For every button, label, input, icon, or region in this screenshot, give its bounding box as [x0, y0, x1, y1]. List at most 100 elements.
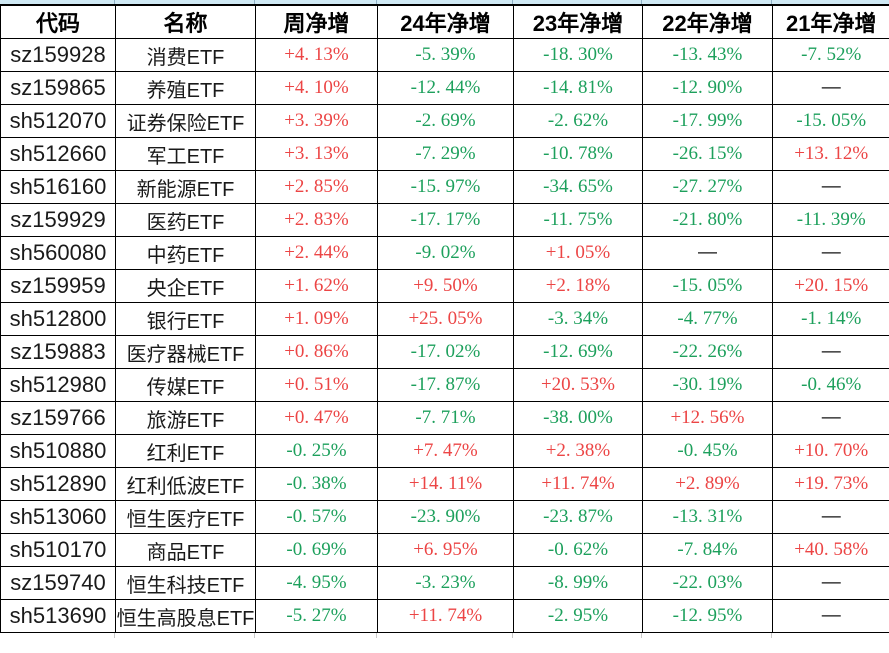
- gridline-segment: [115, 633, 255, 638]
- name-cell: 商品ETF: [115, 533, 256, 567]
- gridline-segment: [377, 0, 513, 4]
- code-cell: sz159865: [0, 71, 116, 105]
- name-cell: 银行ETF: [115, 302, 256, 336]
- y22-value-cell: -12. 95%: [642, 599, 773, 633]
- week-value-cell: -4. 95%: [255, 566, 378, 600]
- code-cell: sh512890: [0, 467, 116, 501]
- name-cell: 传媒ETF: [115, 368, 256, 402]
- week-value-cell: -0. 25%: [255, 434, 378, 468]
- code-cell: sh512660: [0, 137, 116, 171]
- table-row: sz159959 央企ETF +1. 62% +9. 50% +2. 18% -…: [0, 269, 889, 303]
- y23-value-cell: -18. 30%: [513, 38, 643, 72]
- y22-value-cell: -30. 19%: [642, 368, 773, 402]
- y21-value-cell: +10. 70%: [772, 434, 889, 468]
- table-row: sh516160 新能源ETF +2. 85% -15. 97% -34. 65…: [0, 170, 889, 204]
- etf-table: 代码 名称 周净增 24年净增 23年净增 22年净增 21年净增 sz1599…: [0, 4, 889, 633]
- y21-value-cell: —: [772, 236, 889, 270]
- y21-value-cell: +20. 15%: [772, 269, 889, 303]
- y22-value-cell: -13. 31%: [642, 500, 773, 534]
- y23-value-cell: -3. 34%: [513, 302, 643, 336]
- y23-value-cell: +1. 05%: [513, 236, 643, 270]
- y24-value-cell: -5. 39%: [377, 38, 514, 72]
- gridline-segment: [0, 0, 115, 4]
- column-header-code: 代码: [0, 4, 116, 39]
- gridline-segment: [772, 633, 889, 638]
- week-value-cell: +1. 62%: [255, 269, 378, 303]
- y22-value-cell: -12. 90%: [642, 71, 773, 105]
- name-cell: 旅游ETF: [115, 401, 256, 435]
- week-value-cell: +2. 85%: [255, 170, 378, 204]
- y23-value-cell: +20. 53%: [513, 368, 643, 402]
- etf-table-body: sz159928 消费ETF +4. 13% -5. 39% -18. 30% …: [0, 38, 889, 633]
- y23-value-cell: +11. 74%: [513, 467, 643, 501]
- y21-value-cell: -11. 39%: [772, 203, 889, 237]
- gridline-segment: [772, 0, 889, 4]
- week-value-cell: +2. 44%: [255, 236, 378, 270]
- bottom-gridline-strip: [0, 633, 889, 638]
- code-cell: sh510170: [0, 533, 116, 567]
- code-cell: sh516160: [0, 170, 116, 204]
- name-cell: 消费ETF: [115, 38, 256, 72]
- week-value-cell: +0. 51%: [255, 368, 378, 402]
- name-cell: 红利低波ETF: [115, 467, 256, 501]
- week-value-cell: +0. 86%: [255, 335, 378, 369]
- y24-value-cell: -2. 69%: [377, 104, 514, 138]
- table-row: sz159740 恒生科技ETF -4. 95% -3. 23% -8. 99%…: [0, 566, 889, 600]
- code-cell: sz159928: [0, 38, 116, 72]
- y22-value-cell: -13. 43%: [642, 38, 773, 72]
- name-cell: 医疗器械ETF: [115, 335, 256, 369]
- y23-value-cell: -8. 99%: [513, 566, 643, 600]
- y22-value-cell: -27. 27%: [642, 170, 773, 204]
- y21-value-cell: —: [772, 170, 889, 204]
- y24-value-cell: -12. 44%: [377, 71, 514, 105]
- y24-value-cell: -9. 02%: [377, 236, 514, 270]
- y21-value-cell: —: [772, 599, 889, 633]
- table-row: sh513690 恒生高股息ETF -5. 27% +11. 74% -2. 9…: [0, 599, 889, 633]
- week-value-cell: -0. 69%: [255, 533, 378, 567]
- y21-value-cell: —: [772, 401, 889, 435]
- table-row: sh512890 红利低波ETF -0. 38% +14. 11% +11. 7…: [0, 467, 889, 501]
- table-row: sh510170 商品ETF -0. 69% +6. 95% -0. 62% -…: [0, 533, 889, 567]
- table-row: sh512070 证券保险ETF +3. 39% -2. 69% -2. 62%…: [0, 104, 889, 138]
- gridline-segment: [255, 633, 377, 638]
- table-row: sh512660 军工ETF +3. 13% -7. 29% -10. 78% …: [0, 137, 889, 171]
- gridline-segment: [642, 0, 772, 4]
- y21-value-cell: -0. 46%: [772, 368, 889, 402]
- y22-value-cell: +2. 89%: [642, 467, 773, 501]
- table-row: sz159929 医药ETF +2. 83% -17. 17% -11. 75%…: [0, 203, 889, 237]
- code-cell: sh512070: [0, 104, 116, 138]
- y22-value-cell: -22. 26%: [642, 335, 773, 369]
- gridline-segment: [513, 633, 642, 638]
- week-value-cell: -0. 57%: [255, 500, 378, 534]
- y23-value-cell: -12. 69%: [513, 335, 643, 369]
- gridline-segment: [115, 0, 255, 4]
- y23-value-cell: -14. 81%: [513, 71, 643, 105]
- y22-value-cell: -7. 84%: [642, 533, 773, 567]
- y21-value-cell: —: [772, 500, 889, 534]
- y22-value-cell: -0. 45%: [642, 434, 773, 468]
- y23-value-cell: -38. 00%: [513, 401, 643, 435]
- y24-value-cell: -3. 23%: [377, 566, 514, 600]
- top-gridline-strip: [0, 0, 889, 4]
- column-header-week: 周净增: [255, 4, 378, 39]
- table-row: sh512980 传媒ETF +0. 51% -17. 87% +20. 53%…: [0, 368, 889, 402]
- etf-table-header-row: 代码 名称 周净增 24年净增 23年净增 22年净增 21年净增: [0, 4, 889, 39]
- code-cell: sh512800: [0, 302, 116, 336]
- y22-value-cell: —: [642, 236, 773, 270]
- column-header-y21: 21年净增: [772, 4, 889, 39]
- y24-value-cell: +9. 50%: [377, 269, 514, 303]
- code-cell: sz159959: [0, 269, 116, 303]
- y23-value-cell: -2. 62%: [513, 104, 643, 138]
- y21-value-cell: -7. 52%: [772, 38, 889, 72]
- table-row: sz159865 养殖ETF +4. 10% -12. 44% -14. 81%…: [0, 71, 889, 105]
- y22-value-cell: -15. 05%: [642, 269, 773, 303]
- y23-value-cell: -2. 95%: [513, 599, 643, 633]
- name-cell: 军工ETF: [115, 137, 256, 171]
- gridline-segment: [377, 633, 513, 638]
- y21-value-cell: —: [772, 71, 889, 105]
- week-value-cell: -0. 38%: [255, 467, 378, 501]
- week-value-cell: +4. 10%: [255, 71, 378, 105]
- name-cell: 养殖ETF: [115, 71, 256, 105]
- week-value-cell: -5. 27%: [255, 599, 378, 633]
- code-cell: sz159883: [0, 335, 116, 369]
